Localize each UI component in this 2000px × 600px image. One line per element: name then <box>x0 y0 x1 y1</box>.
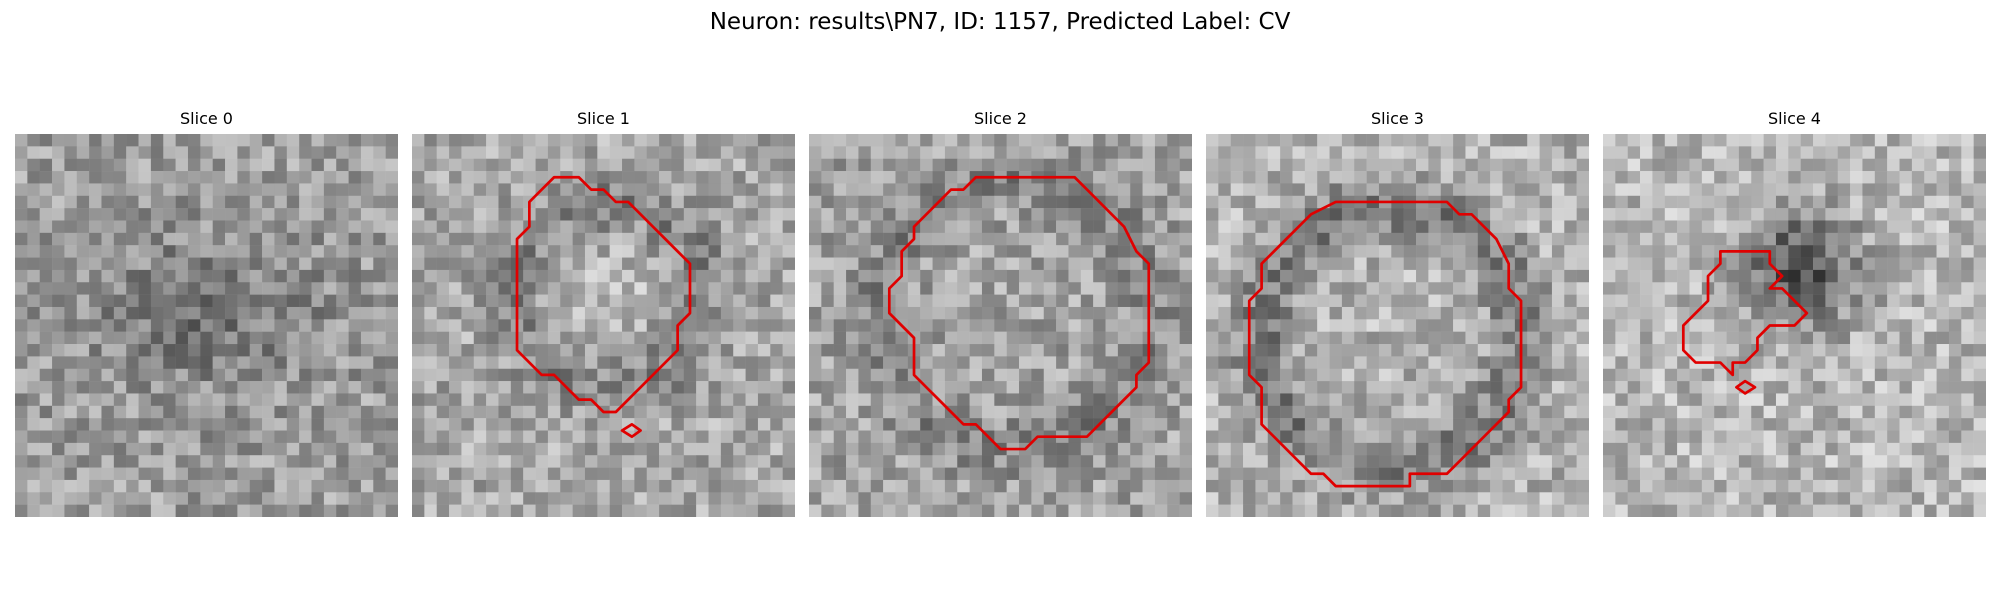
segmentation-contour <box>1247 200 1523 488</box>
slice-image-2 <box>809 134 1192 517</box>
slice-title-2: Slice 2 <box>974 109 1027 128</box>
slice-title-4: Slice 4 <box>1768 109 1821 128</box>
segmentation-contour-small <box>1735 379 1757 395</box>
slice-image-4 <box>1603 134 1986 517</box>
slice-title-1: Slice 1 <box>577 109 630 128</box>
segmentation-contour <box>515 175 692 414</box>
slice-image-1 <box>412 134 795 517</box>
slice-title-0: Slice 0 <box>180 109 233 128</box>
segmentation-contour <box>887 175 1151 451</box>
slice-image-0 <box>15 134 398 517</box>
slice-image-3 <box>1206 134 1589 517</box>
slice-title-3: Slice 3 <box>1371 109 1424 128</box>
segmentation-contour <box>1681 250 1809 377</box>
segmentation-contour-small <box>620 422 642 439</box>
figure-title: Neuron: results\PN7, ID: 1157, Predicted… <box>709 9 1291 35</box>
